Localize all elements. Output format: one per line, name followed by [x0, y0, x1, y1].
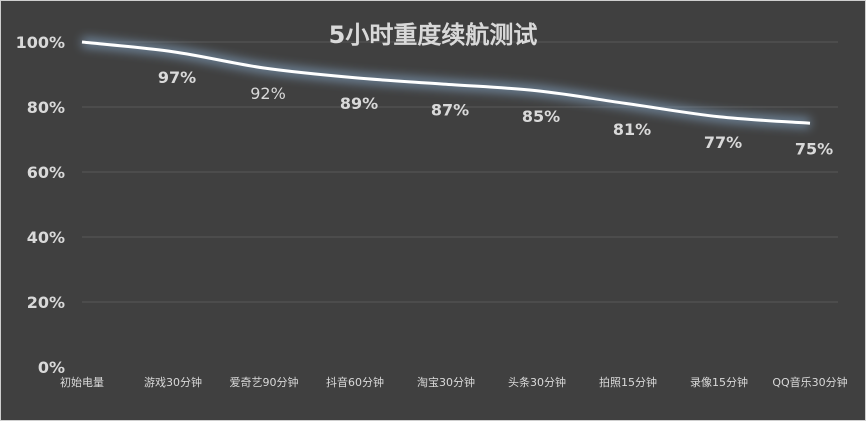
data-label: 97%: [158, 68, 196, 87]
chart-title: 5小时重度续航测试: [329, 21, 538, 49]
x-tick-label: 爱奇艺90分钟: [230, 375, 299, 389]
data-label: 81%: [613, 120, 651, 139]
y-tick-label: 40%: [27, 228, 65, 247]
x-tick-label: 抖音60分钟: [326, 375, 384, 389]
data-label: 85%: [522, 107, 560, 126]
x-tick-label: 初始电量: [60, 375, 104, 389]
data-label: 92%: [250, 84, 286, 103]
x-tick-label: 头条30分钟: [508, 375, 566, 389]
x-tick-label: 拍照15分钟: [599, 375, 657, 389]
y-tick-label: 60%: [27, 163, 65, 182]
x-tick-label: 淘宝30分钟: [417, 375, 475, 389]
y-tick-label: 20%: [27, 293, 65, 312]
y-tick-label: 0%: [38, 358, 65, 377]
data-label: 77%: [704, 133, 742, 152]
data-label: 75%: [795, 139, 833, 158]
y-tick-label: 80%: [27, 98, 65, 117]
y-tick-label: 100%: [16, 33, 65, 52]
series-line: [81, 40, 811, 125]
data-label: 87%: [431, 100, 469, 119]
x-tick-label: QQ音乐30分钟: [772, 375, 847, 389]
x-tick-label: 游戏30分钟: [144, 375, 202, 389]
data-label: 89%: [340, 94, 378, 113]
x-tick-label: 录像15分钟: [690, 375, 748, 389]
